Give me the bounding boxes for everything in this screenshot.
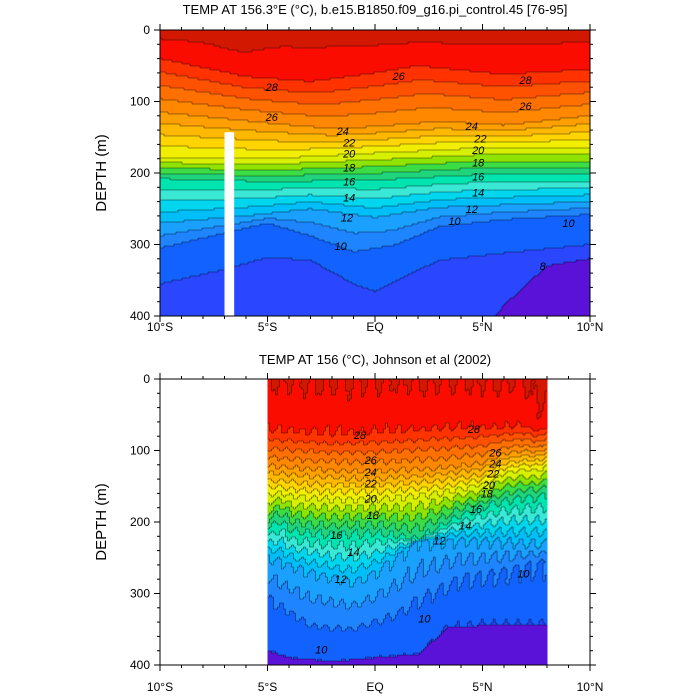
contour-label: 14 [347,547,359,559]
contour-label: 20 [482,480,496,492]
contour-label: 14 [343,192,355,204]
contour-label: 14 [472,187,484,199]
contour-label: 18 [367,510,380,522]
y-tick-label: 200 [130,515,150,529]
contour-label: 22 [342,137,355,149]
contour-label: 24 [336,126,349,138]
contour-label: 20 [471,145,485,157]
x-tick-label: 5°N [472,320,492,334]
contour-label: 26 [265,112,279,124]
y-tick-label: 100 [130,95,150,109]
contour-label: 10 [517,568,530,580]
contour-label: 28 [518,75,532,87]
contour-label: 20 [364,493,378,505]
contour-label: 12 [341,212,353,224]
contour-label: 26 [518,101,532,113]
x-tick-label: EQ [366,680,383,694]
contour-label: 26 [392,71,406,83]
x-tick-label: 10°N [577,320,604,334]
contour-label: 12 [334,574,346,586]
contour-label: 12 [433,536,445,548]
y-tick-label: 400 [130,658,150,672]
x-tick-label: 5°N [472,680,492,694]
contour-label: 24 [465,121,478,133]
y-axis-label: DEPTH (m) [93,134,110,212]
contour-label: 22 [486,468,499,480]
contour-label: 14 [459,521,471,533]
contour-lines [267,379,547,662]
contour-label: 10 [334,241,347,253]
contour-label: 8 [540,261,547,273]
contour-label: 24 [364,467,377,479]
y-axis-ticks [154,29,596,317]
contour-label: 16 [330,530,343,542]
x-tick-label: EQ [366,320,383,334]
contour-label: 26 [488,448,502,460]
x-tick-label: 10°N [577,680,604,694]
contour-label: 18 [472,157,485,169]
contour-label: 22 [364,478,377,490]
contour-label: 16 [343,177,356,189]
x-tick-label: 5°S [258,320,277,334]
contour-label: 24 [488,458,501,470]
x-tick-label: 10°S [147,320,173,334]
contour-label: 10 [562,218,575,230]
chart-title: TEMP AT 156.3°E (°C), b.e15.B1850.f09_g1… [183,2,568,17]
temperature-field [267,379,548,666]
contour-label: 16 [470,504,483,516]
y-axis-ticks [154,378,596,666]
x-tick-label: 5°S [258,680,277,694]
contour-label: 10 [418,614,431,626]
x-axis-ticks [159,24,591,322]
y-tick-label: 300 [130,238,150,252]
temperature-field [160,30,591,317]
contour-label: 26 [364,455,378,467]
y-tick-label: 100 [130,444,150,458]
contour-label: 20 [342,149,356,161]
contour-label: 18 [343,162,356,174]
y-tick-label: 200 [130,166,150,180]
contour-lines [160,37,590,316]
contour-label: 12 [466,204,478,216]
chart-title: TEMP AT 156 (°C), Johnson et al (2002) [259,352,491,367]
contour-label: 10 [315,644,328,656]
contour-label: 10 [448,216,461,228]
x-tick-label: 10°S [147,680,173,694]
contour-label: 28 [265,82,279,94]
y-tick-label: 0 [143,372,150,386]
contour-label: 22 [473,134,486,146]
y-tick-label: 300 [130,587,150,601]
contour-label: 18 [481,488,494,500]
contour-label: 28 [467,424,481,436]
y-tick-label: 400 [130,309,150,323]
contour-label: 16 [472,172,485,184]
y-axis-label: DEPTH (m) [93,483,110,561]
y-tick-label: 0 [143,23,150,37]
missing-data-stripe [224,132,235,316]
contour-label: 28 [353,430,367,442]
x-axis-ticks [159,373,591,671]
